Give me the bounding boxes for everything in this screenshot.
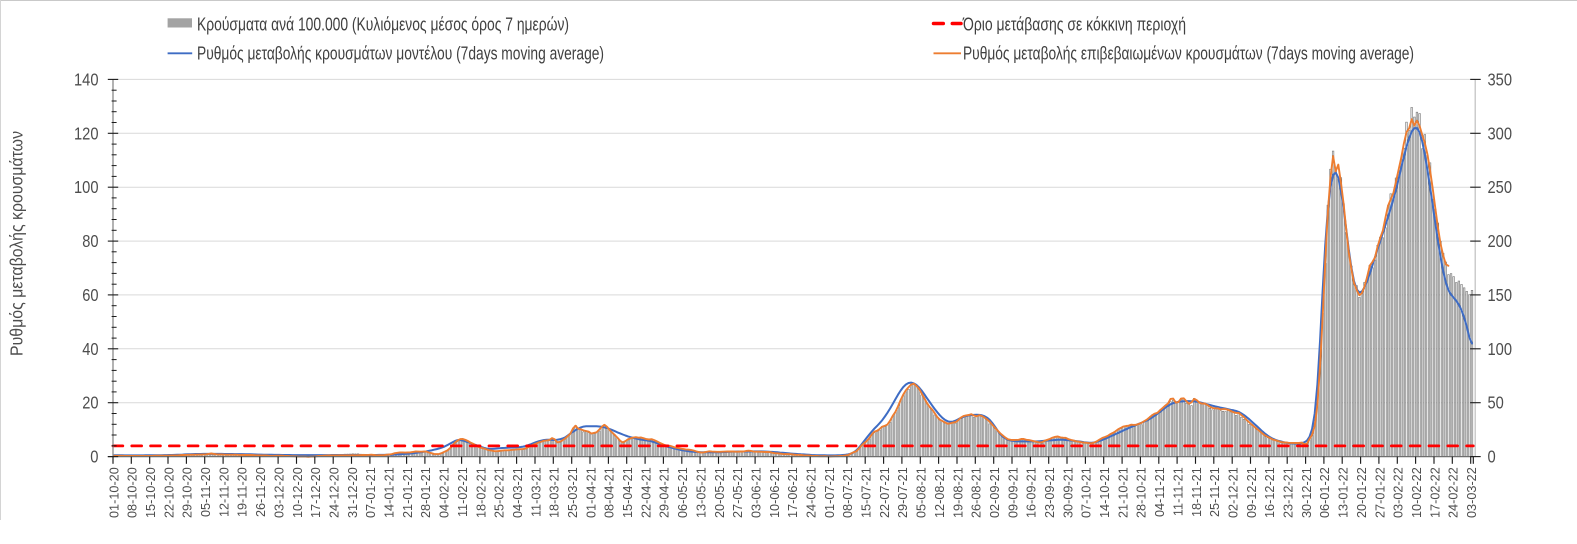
svg-text:350: 350: [1488, 69, 1513, 89]
svg-text:03-06-21: 03-06-21: [750, 467, 764, 518]
svg-text:24-12-20: 24-12-20: [328, 467, 342, 518]
svg-text:27-01-22: 27-01-22: [1373, 467, 1387, 518]
svg-text:06-01-22: 06-01-22: [1318, 467, 1332, 518]
svg-text:30-09-21: 30-09-21: [1061, 467, 1075, 518]
svg-text:17-06-21: 17-06-21: [786, 467, 800, 518]
svg-text:04-02-21: 04-02-21: [438, 467, 452, 518]
svg-text:07-10-21: 07-10-21: [1080, 467, 1094, 518]
svg-text:09-12-21: 09-12-21: [1245, 467, 1259, 518]
svg-text:22-04-21: 22-04-21: [639, 467, 653, 518]
svg-text:05-08-21: 05-08-21: [915, 467, 929, 518]
svg-text:30-12-21: 30-12-21: [1300, 467, 1314, 518]
svg-text:13-01-22: 13-01-22: [1337, 467, 1351, 518]
svg-text:140: 140: [74, 69, 99, 89]
svg-text:Ρυθμός μεταβολής κρουσμάτων μο: Ρυθμός μεταβολής κρουσμάτων μοντέλου (7d…: [197, 42, 604, 63]
svg-text:23-12-21: 23-12-21: [1282, 467, 1296, 518]
svg-text:08-07-21: 08-07-21: [841, 467, 855, 518]
svg-text:02-09-21: 02-09-21: [988, 467, 1002, 518]
svg-text:05-11-20: 05-11-20: [199, 467, 213, 517]
svg-text:07-01-21: 07-01-21: [364, 467, 378, 518]
svg-text:15-04-21: 15-04-21: [621, 467, 635, 518]
svg-text:18-11-21: 18-11-21: [1190, 467, 1204, 517]
svg-text:22-07-21: 22-07-21: [878, 467, 892, 518]
svg-text:300: 300: [1488, 123, 1513, 143]
svg-text:26-08-21: 26-08-21: [970, 467, 984, 518]
svg-text:Ρυθμός μεταβολής κρουσμάτων: Ρυθμός μεταβολής κρουσμάτων: [7, 131, 27, 356]
svg-text:03-12-20: 03-12-20: [272, 467, 286, 518]
svg-text:03-03-22: 03-03-22: [1465, 467, 1479, 518]
svg-text:10-06-21: 10-06-21: [768, 467, 782, 518]
svg-text:16-09-21: 16-09-21: [1025, 467, 1039, 518]
svg-text:150: 150: [1488, 285, 1513, 305]
svg-text:40: 40: [82, 339, 99, 359]
svg-text:29-04-21: 29-04-21: [658, 467, 672, 518]
svg-text:100: 100: [74, 177, 99, 197]
svg-text:24-02-22: 24-02-22: [1447, 467, 1461, 518]
svg-text:19-11-20: 19-11-20: [236, 467, 250, 517]
svg-text:09-09-21: 09-09-21: [1006, 467, 1020, 518]
svg-text:12-08-21: 12-08-21: [933, 467, 947, 518]
svg-text:60: 60: [82, 285, 99, 305]
svg-text:29-10-20: 29-10-20: [181, 467, 195, 518]
svg-text:28-10-21: 28-10-21: [1135, 467, 1149, 518]
svg-text:25-02-21: 25-02-21: [493, 467, 507, 518]
svg-text:19-08-21: 19-08-21: [951, 467, 965, 518]
svg-text:14-01-21: 14-01-21: [383, 467, 397, 518]
svg-text:08-04-21: 08-04-21: [603, 467, 617, 518]
svg-text:23-09-21: 23-09-21: [1043, 467, 1057, 518]
svg-text:15-10-20: 15-10-20: [144, 467, 158, 518]
svg-text:18-03-21: 18-03-21: [548, 467, 562, 518]
svg-text:26-11-20: 26-11-20: [254, 467, 268, 517]
svg-text:250: 250: [1488, 177, 1513, 197]
svg-text:17-02-22: 17-02-22: [1428, 467, 1442, 518]
svg-text:15-07-21: 15-07-21: [860, 467, 874, 518]
svg-text:01-04-21: 01-04-21: [584, 467, 598, 518]
svg-text:20-05-21: 20-05-21: [713, 467, 727, 518]
svg-text:100: 100: [1488, 339, 1513, 359]
svg-text:18-02-21: 18-02-21: [474, 467, 488, 518]
svg-text:17-12-20: 17-12-20: [309, 467, 323, 518]
svg-text:11-02-21: 11-02-21: [456, 467, 470, 517]
svg-text:0: 0: [90, 447, 98, 467]
svg-text:50: 50: [1488, 393, 1505, 413]
svg-text:29-07-21: 29-07-21: [896, 467, 910, 518]
svg-text:Όριο μετάβασης σε κόκκινη περι: Όριο μετάβασης σε κόκκινη περιοχή: [962, 13, 1186, 34]
svg-text:25-03-21: 25-03-21: [566, 467, 580, 518]
svg-text:14-10-21: 14-10-21: [1098, 467, 1112, 518]
svg-text:11-11-21: 11-11-21: [1171, 467, 1185, 516]
svg-text:10-02-22: 10-02-22: [1410, 467, 1424, 518]
svg-text:08-10-20: 08-10-20: [126, 467, 140, 518]
svg-text:27-05-21: 27-05-21: [731, 467, 745, 518]
svg-text:13-05-21: 13-05-21: [694, 467, 708, 518]
svg-text:16-12-21: 16-12-21: [1263, 467, 1277, 518]
svg-text:22-10-20: 22-10-20: [162, 467, 176, 518]
svg-text:20-01-22: 20-01-22: [1355, 467, 1369, 518]
svg-text:24-06-21: 24-06-21: [805, 467, 819, 518]
svg-text:31-12-20: 31-12-20: [346, 467, 360, 518]
svg-text:01-10-20: 01-10-20: [107, 467, 121, 518]
svg-text:120: 120: [74, 123, 99, 143]
svg-text:12-11-20: 12-11-20: [217, 467, 231, 517]
svg-text:28-01-21: 28-01-21: [419, 467, 433, 518]
svg-text:06-05-21: 06-05-21: [676, 467, 690, 518]
svg-text:01-07-21: 01-07-21: [823, 467, 837, 518]
svg-text:04-11-21: 04-11-21: [1153, 467, 1167, 517]
svg-text:Ρυθμός μεταβολής επιβεβαιωμένω: Ρυθμός μεταβολής επιβεβαιωμένων κρουσμάτ…: [963, 42, 1414, 63]
svg-text:11-03-21: 11-03-21: [529, 467, 543, 517]
svg-text:04-03-21: 04-03-21: [511, 467, 525, 518]
svg-text:Κρούσματα ανά 100.000 (Κυλιόμε: Κρούσματα ανά 100.000 (Κυλιόμενος μέσος …: [197, 13, 569, 34]
svg-text:80: 80: [82, 231, 99, 251]
svg-text:02-12-21: 02-12-21: [1227, 467, 1241, 518]
svg-text:25-11-21: 25-11-21: [1208, 467, 1222, 517]
svg-text:03-02-22: 03-02-22: [1392, 467, 1406, 518]
svg-text:200: 200: [1488, 231, 1513, 251]
svg-text:10-12-20: 10-12-20: [291, 467, 305, 518]
svg-text:0: 0: [1488, 447, 1496, 467]
svg-text:21-10-21: 21-10-21: [1116, 467, 1130, 518]
svg-text:20: 20: [82, 393, 99, 413]
svg-text:21-01-21: 21-01-21: [401, 467, 415, 518]
